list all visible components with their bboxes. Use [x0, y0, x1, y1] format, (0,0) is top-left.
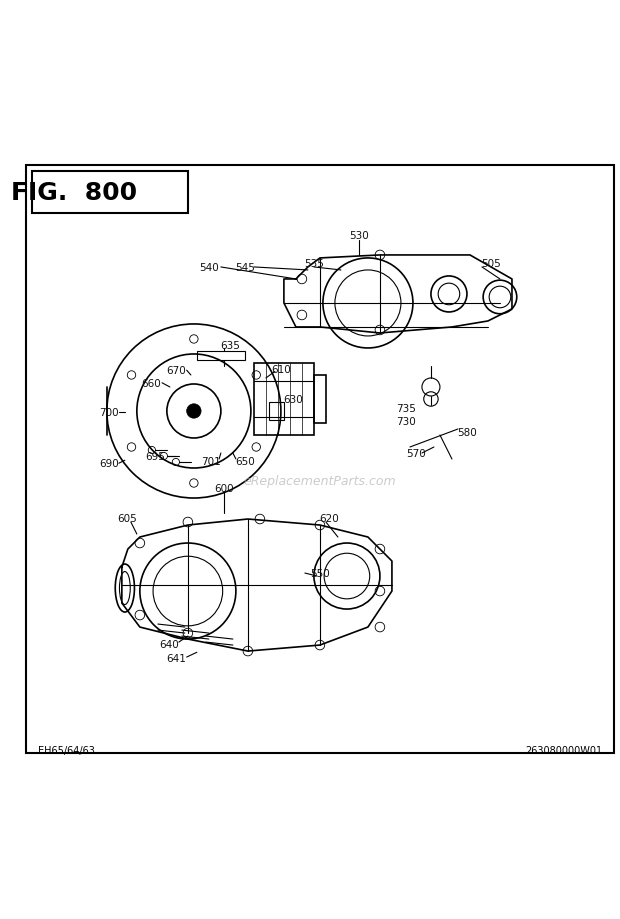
Text: 263080000W01: 263080000W01	[525, 745, 602, 755]
Text: 690: 690	[99, 459, 118, 469]
Text: 605: 605	[117, 513, 136, 523]
Text: 641: 641	[166, 653, 186, 664]
Text: eReplacementParts.com: eReplacementParts.com	[244, 474, 396, 487]
Text: 630: 630	[283, 394, 303, 404]
Text: 700: 700	[99, 408, 118, 418]
Text: 570: 570	[406, 448, 426, 459]
Text: 730: 730	[396, 416, 416, 426]
Text: 580: 580	[457, 427, 477, 437]
Bar	[32, 172, 188, 214]
Text: 620: 620	[319, 513, 339, 523]
Text: 545: 545	[235, 263, 255, 273]
Text: FIG.  800: FIG. 800	[11, 181, 137, 205]
Bar	[314, 376, 326, 424]
Text: 535: 535	[304, 259, 324, 269]
Bar	[197, 352, 245, 360]
Text: 610: 610	[271, 365, 291, 375]
Bar	[254, 364, 314, 436]
Text: 600: 600	[214, 483, 234, 494]
Circle shape	[187, 404, 201, 419]
Text: 530: 530	[349, 231, 369, 241]
Text: 550: 550	[310, 569, 330, 578]
Text: 635: 635	[220, 341, 240, 350]
Text: 640: 640	[159, 639, 179, 649]
Text: 660: 660	[141, 379, 161, 389]
Text: 701: 701	[201, 457, 221, 466]
Text: 540: 540	[199, 263, 219, 273]
Bar	[269, 403, 284, 421]
Text: 650: 650	[235, 457, 255, 466]
Text: 505: 505	[481, 259, 501, 269]
Text: EH65/64/63: EH65/64/63	[38, 745, 95, 755]
Text: 735: 735	[396, 403, 416, 414]
Text: 670: 670	[166, 366, 186, 376]
Text: 695: 695	[145, 451, 165, 461]
